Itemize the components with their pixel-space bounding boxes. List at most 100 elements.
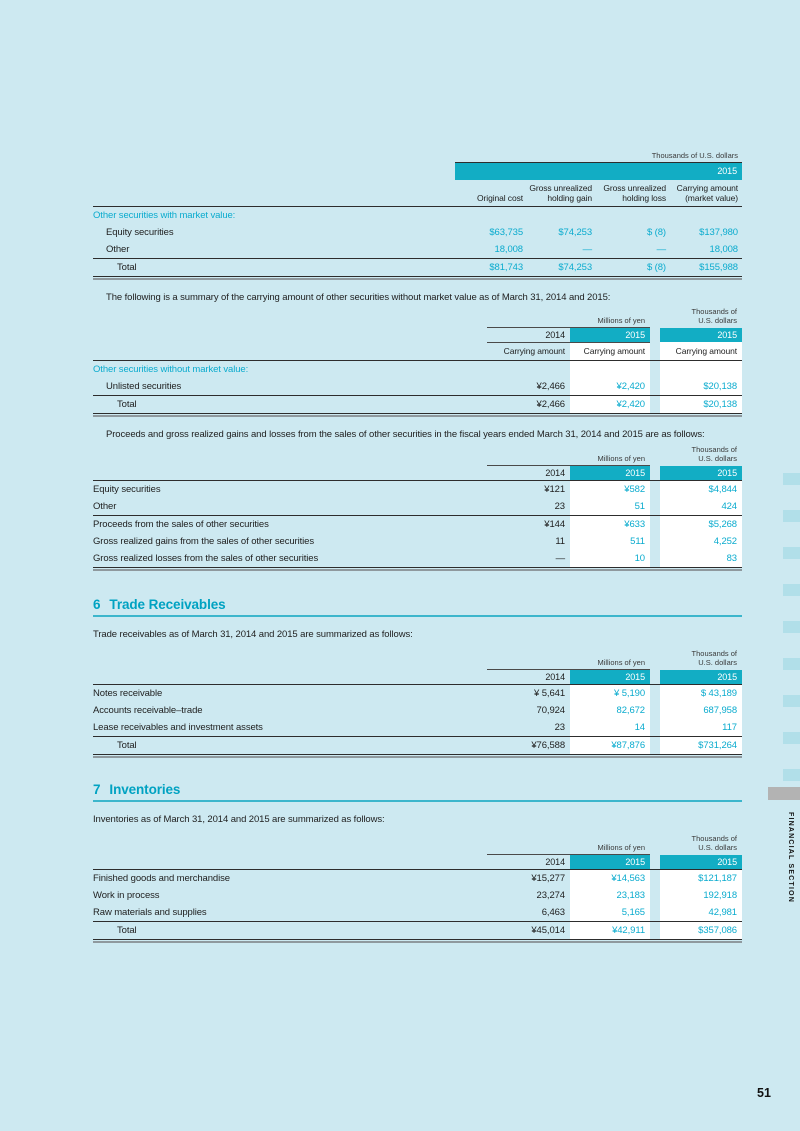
financial-section-label: FINANCIAL SECTION <box>787 812 794 904</box>
spacer <box>650 361 660 378</box>
column-header-line: Gross unrealized <box>603 183 666 193</box>
table-row: Other 23 51 424 <box>93 498 742 515</box>
table-row: Gross realized losses from the sales of … <box>93 550 742 567</box>
value-2014: 23,274 <box>536 890 566 901</box>
column-header: Carrying amount <box>660 343 742 360</box>
column-header: Gross unrealized holding gain <box>523 183 592 203</box>
paragraph: Proceeds and gross realized gains and lo… <box>106 429 705 440</box>
unit-labels: Millions of yen Thousands of U.S. dollars <box>93 649 742 669</box>
value-holding-gain: $74,253 <box>558 227 592 238</box>
unit-label-usd: Thousands of U.S. dollars <box>692 445 737 463</box>
year-header-2014: 2014 <box>545 468 565 478</box>
table-bottom-rule <box>93 569 742 571</box>
table-bottom-rule <box>93 278 742 280</box>
divider <box>93 939 742 940</box>
value-carrying-amount: $137,980 <box>699 227 738 238</box>
row-label: Other securities without market value: <box>93 364 249 375</box>
page-number: 51 <box>757 1086 771 1100</box>
row-label: Other <box>93 501 117 512</box>
column-header: Carrying amount (market value) <box>666 183 742 203</box>
value-2014: ¥2,466 <box>536 399 566 410</box>
value-2014: ¥76,588 <box>531 740 565 751</box>
unit-labels: Millions of yen Thousands of U.S. dollars <box>93 307 742 327</box>
value-holding-loss: — <box>656 244 667 255</box>
section-heading-rule <box>93 800 742 802</box>
unit-label-line: Thousands of <box>691 649 737 658</box>
spacer <box>93 855 475 869</box>
spacer <box>650 685 660 702</box>
unit-label-yen: Millions of yen <box>597 454 645 463</box>
value-2014: — <box>555 553 566 564</box>
value-2015-usd: $5,268 <box>660 516 742 533</box>
divider <box>487 465 650 466</box>
year-header-2014: 2014 <box>545 330 565 340</box>
unit-label-usd: Thousands of U.S. dollars <box>691 649 737 667</box>
value-original-cost: $81,743 <box>489 262 523 273</box>
table-row: Raw materials and supplies 6,463 5,165 4… <box>93 904 742 921</box>
table-row: Work in process 23,274 23,183 192,918 <box>93 887 742 904</box>
spacer <box>650 396 660 413</box>
edge-tab-active <box>768 787 800 800</box>
row-label: Unlisted securities <box>106 381 182 392</box>
value-2014: ¥45,014 <box>531 925 565 936</box>
spacer <box>650 550 660 567</box>
value-2015-yen: 10 <box>570 550 650 567</box>
value-2015-usd: 687,958 <box>660 702 742 719</box>
spacer <box>650 378 660 395</box>
divider <box>487 669 650 670</box>
table-row: Equity securities ¥121 ¥582 $4,844 <box>93 481 742 498</box>
row-label: Total <box>117 925 137 936</box>
section-heading-7: 7 Inventories <box>93 782 742 797</box>
spacer <box>93 343 475 360</box>
section-heading-6: 6 Trade Receivables <box>93 597 742 612</box>
row-label: Total <box>117 262 137 273</box>
value-2015-yen: ¥14,563 <box>570 870 650 887</box>
section-number: 7 <box>93 782 101 797</box>
section-number: 6 <box>93 597 101 612</box>
divider <box>487 327 650 328</box>
table-row: Gross realized gains from the sales of o… <box>93 533 742 550</box>
value-2015-usd: 4,252 <box>660 533 742 550</box>
spacer <box>650 481 660 498</box>
divider <box>93 206 742 207</box>
spacer <box>93 466 475 480</box>
value-carrying-amount: $155,988 <box>699 262 738 273</box>
edge-tab <box>783 658 800 670</box>
unit-label-usd: Thousands of U.S. dollars <box>692 307 737 325</box>
divider <box>93 684 742 685</box>
column-header: Carrying amount <box>503 346 565 356</box>
column-header-line: holding loss <box>622 192 666 203</box>
divider <box>93 276 742 277</box>
unit-label-yen: Millions of yen <box>597 316 645 325</box>
table-bottom-rule <box>93 941 742 943</box>
value-2015-usd: $20,138 <box>660 378 742 395</box>
value-2015-usd: $731,264 <box>660 737 742 754</box>
value-2014: ¥15,277 <box>531 873 565 884</box>
edge-tab <box>783 732 800 744</box>
securities-with-market-value-table: Thousands of U.S. dollars 2015 Original … <box>93 150 742 280</box>
total-row: Total $81,743 $74,253 $ (8) $155,988 <box>93 259 742 276</box>
year-header-2015: 2015 <box>455 163 742 180</box>
spacer <box>650 466 660 480</box>
inventories-table: Millions of yen Thousands of U.S. dollars… <box>93 834 742 943</box>
spacer <box>650 719 660 736</box>
value-2015-yen: ¥ 5,190 <box>570 685 650 702</box>
year-header-2014: 2014 <box>545 672 565 682</box>
value-2015-yen: 5,165 <box>570 904 650 921</box>
value-2015-usd: 424 <box>660 498 742 515</box>
value-2015-usd: $121,187 <box>660 870 742 887</box>
edge-tab <box>783 547 800 559</box>
value-2014: ¥2,466 <box>536 381 566 392</box>
year-header-row: 2014 2015 2015 <box>93 466 742 480</box>
value-2014: ¥144 <box>544 519 565 530</box>
value-2015-usd: 83 <box>660 550 742 567</box>
year-header-2015-usd: 2015 <box>660 328 742 342</box>
unit-label-line: U.S. dollars <box>698 453 737 463</box>
value-2015-usd: 192,918 <box>660 887 742 904</box>
paragraph: The following is a summary of the carryi… <box>106 292 611 303</box>
unit-label-usd: Thousands of U.S. dollars <box>651 151 738 160</box>
row-label: Equity securities <box>106 227 174 238</box>
table-row: Unlisted securities ¥2,466 ¥2,420 $20,13… <box>93 378 742 395</box>
column-header: Carrying amount <box>570 343 650 360</box>
table-bottom-rule <box>93 415 742 417</box>
